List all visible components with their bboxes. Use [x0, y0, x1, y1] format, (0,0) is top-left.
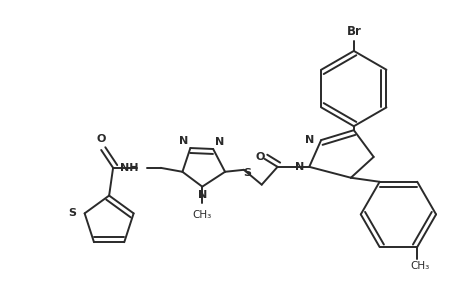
Text: CH₃: CH₃ — [410, 261, 429, 271]
Text: N: N — [179, 136, 188, 146]
Text: N: N — [215, 137, 224, 147]
Text: S: S — [68, 208, 77, 218]
Text: N: N — [197, 190, 207, 200]
Text: O: O — [254, 152, 264, 162]
Text: O: O — [96, 134, 106, 144]
Text: Br: Br — [346, 25, 360, 38]
Text: N: N — [304, 135, 313, 145]
Text: CH₃: CH₃ — [192, 210, 212, 220]
Text: S: S — [242, 168, 250, 178]
Text: NH: NH — [120, 163, 139, 173]
Text: N: N — [294, 162, 304, 172]
